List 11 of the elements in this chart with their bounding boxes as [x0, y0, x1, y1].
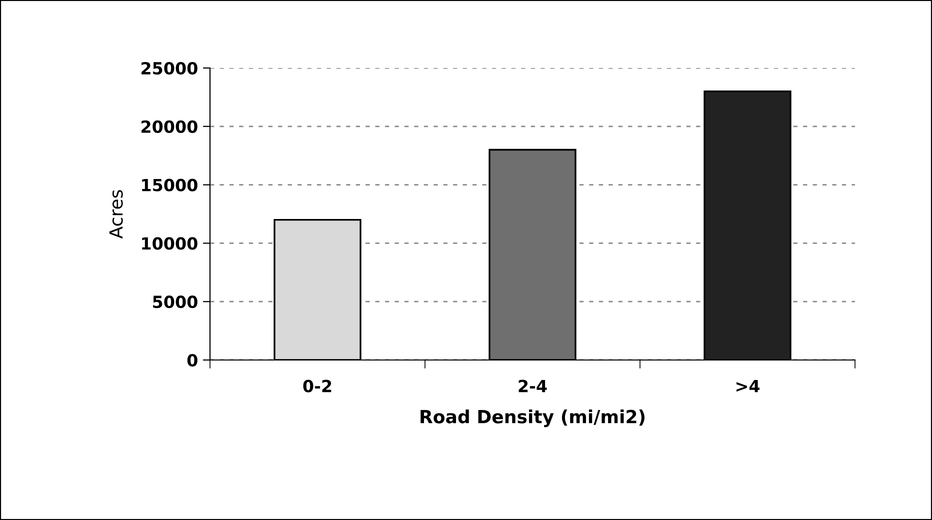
x-tick-label: >4 [736, 380, 760, 392]
y-tick-label: 0 [187, 354, 198, 367]
y-tick-label: 10000 [142, 237, 198, 250]
y-tick-label: 20000 [142, 120, 198, 133]
y-tick-label: 5000 [153, 296, 198, 308]
x-tick-label: 2-4 [518, 380, 547, 392]
y-tick-label: 25000 [142, 62, 198, 75]
y-tick-label: 15000 [142, 178, 198, 192]
x-tick-label: 0-2 [303, 380, 332, 392]
y-axis-title: Acres [109, 190, 123, 239]
x-axis-title: Road Density (mi/mi2) [420, 409, 644, 428]
